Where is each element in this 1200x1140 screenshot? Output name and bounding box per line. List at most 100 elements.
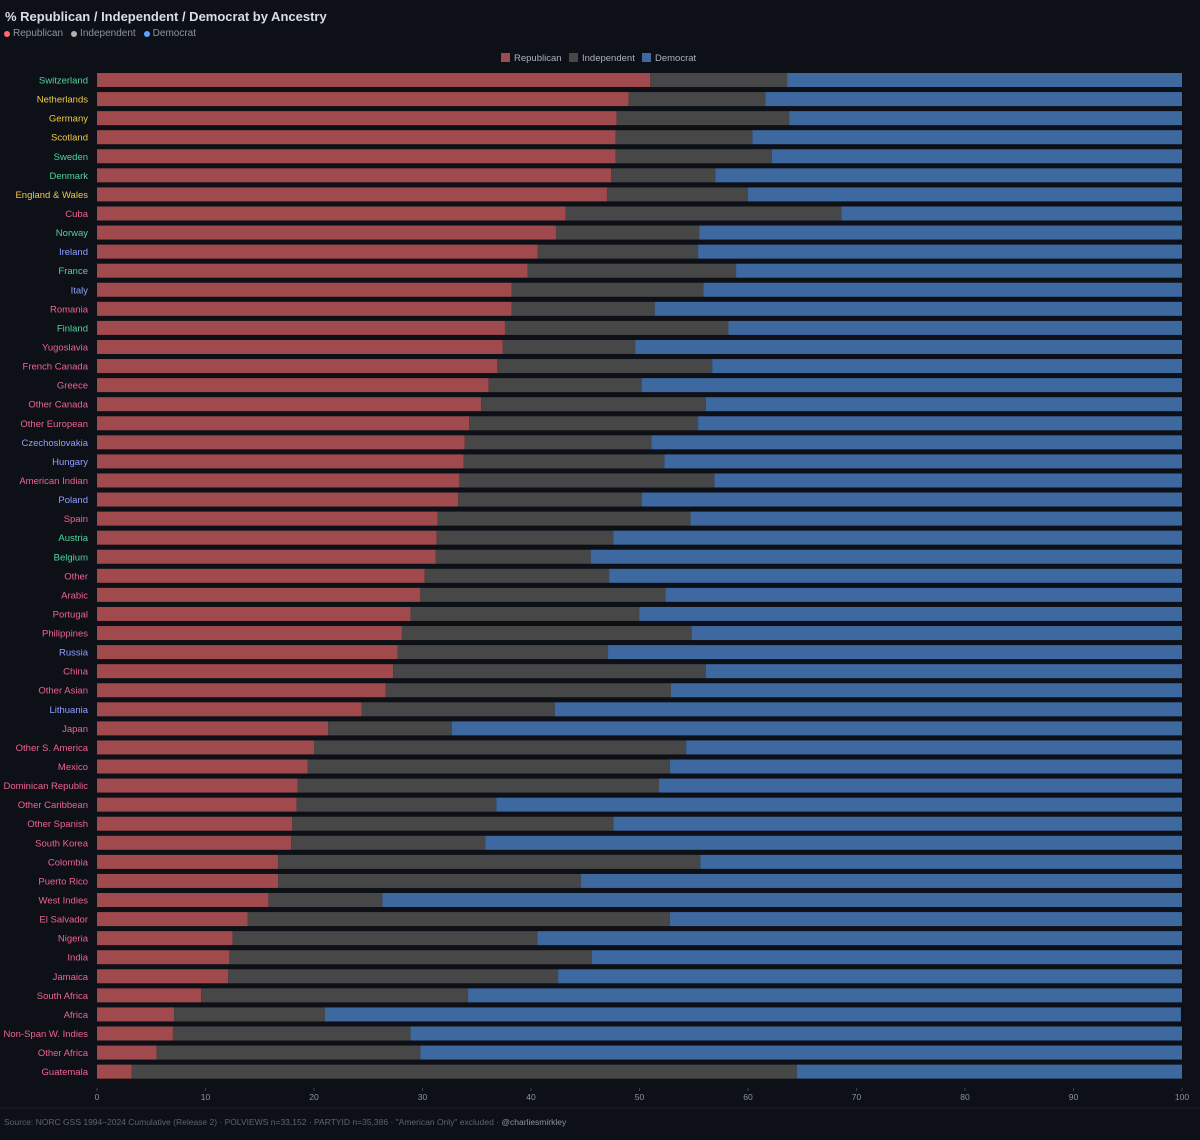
bar-democrat xyxy=(665,587,1182,602)
category-label: Philippines xyxy=(42,629,88,640)
bar-republican xyxy=(97,931,233,946)
bar-republican xyxy=(97,1007,175,1022)
category-label: West Indies xyxy=(39,896,89,907)
bar-democrat xyxy=(420,1045,1183,1060)
category-label: Puerto Rico xyxy=(38,876,88,887)
bar-independent xyxy=(410,606,640,621)
bar-independent xyxy=(297,778,660,793)
category-label: Other European xyxy=(20,419,88,430)
category-label: French Canada xyxy=(23,362,89,373)
bar-democrat xyxy=(639,606,1182,621)
x-tick-label: 40 xyxy=(526,1092,536,1102)
bar-republican xyxy=(97,149,616,164)
bar-republican xyxy=(97,721,329,736)
bar-republican xyxy=(97,740,314,755)
category-label: Guatemala xyxy=(42,1067,89,1078)
bar-independent xyxy=(393,664,706,679)
bar-democrat xyxy=(712,359,1182,374)
bar-independent xyxy=(615,149,772,164)
footer-handle: @charliesmirkley xyxy=(501,1117,567,1127)
bar-republican xyxy=(97,511,438,526)
bar-republican xyxy=(97,282,512,297)
legend-swatch xyxy=(501,53,510,62)
category-label: Other Africa xyxy=(38,1048,89,1059)
legend-label: Republican xyxy=(514,53,562,64)
x-tick-label: 80 xyxy=(960,1092,970,1102)
independent-dot-icon xyxy=(71,30,78,37)
bar-democrat xyxy=(771,149,1182,164)
category-label: Romania xyxy=(50,304,89,315)
bar-republican xyxy=(97,492,459,507)
bar-republican xyxy=(97,1026,173,1041)
bar-republican xyxy=(97,950,230,965)
bar-democrat xyxy=(705,397,1182,412)
bar-democrat xyxy=(796,1064,1182,1079)
bar-democrat xyxy=(580,873,1182,888)
bar-independent xyxy=(156,1045,421,1060)
x-tick-label: 10 xyxy=(201,1092,211,1102)
bar-republican xyxy=(97,626,402,641)
bar-democrat xyxy=(654,301,1182,316)
bar-democrat xyxy=(608,645,1182,660)
bar-democrat xyxy=(659,778,1182,793)
stacked-bar-chart: Republican Independent Democrat Switzerland… xyxy=(0,53,1200,1109)
bar-republican xyxy=(97,778,298,793)
x-tick-label: 70 xyxy=(852,1092,862,1102)
bar-republican xyxy=(97,111,617,126)
bar-republican xyxy=(97,416,470,431)
top-legend-label: Republican xyxy=(13,28,64,39)
bar-independent xyxy=(296,797,497,812)
bar-democrat xyxy=(496,797,1182,812)
bar-republican xyxy=(97,893,269,908)
bar-democrat xyxy=(728,320,1182,335)
bar-democrat xyxy=(669,912,1182,927)
bar-democrat xyxy=(635,339,1182,354)
legend-swatch xyxy=(569,53,578,62)
category-label: Mexico xyxy=(58,762,88,773)
category-label: Scotland xyxy=(51,133,88,144)
category-label: El Salvador xyxy=(39,915,88,926)
bar-republican xyxy=(97,568,425,583)
x-tick-label: 60 xyxy=(743,1092,753,1102)
bar-independent xyxy=(511,282,704,297)
x-tick-label: 30 xyxy=(418,1092,428,1102)
category-label: Yugoslavia xyxy=(42,342,89,353)
bar-democrat xyxy=(664,454,1182,469)
category-label: Belgium xyxy=(54,552,88,563)
bar-independent xyxy=(278,873,581,888)
bar-independent xyxy=(464,435,652,450)
bar-republican xyxy=(97,187,607,202)
category-label: Colombia xyxy=(48,857,89,868)
bar-democrat xyxy=(700,854,1182,869)
bar-independent xyxy=(435,549,591,564)
category-label: Japan xyxy=(62,724,88,735)
footer-text: Source: NORC GSS 1994–2024 Cumulative (R… xyxy=(4,1117,502,1127)
category-label: Other S. America xyxy=(16,743,89,754)
bar-republican xyxy=(97,645,398,660)
x-tick-label: 90 xyxy=(1069,1092,1079,1102)
category-label: Czechoslovakia xyxy=(21,438,88,449)
bar-republican xyxy=(97,244,538,259)
bar-republican xyxy=(97,664,394,679)
bar-democrat xyxy=(641,378,1182,393)
bar-independent xyxy=(131,1064,797,1079)
bar-republican xyxy=(97,988,202,1003)
bar-republican xyxy=(97,435,465,450)
bar-republican xyxy=(97,206,566,221)
bar-independent xyxy=(611,168,716,183)
bar-republican xyxy=(97,301,512,316)
bar-independent xyxy=(469,416,699,431)
legend-label: Independent xyxy=(582,53,635,64)
bar-democrat xyxy=(698,416,1182,431)
category-label: Austria xyxy=(58,533,88,544)
bar-republican xyxy=(97,378,489,393)
top-legend-item-democrat: Democrat xyxy=(143,28,196,39)
bar-independent xyxy=(361,702,555,717)
bar-independent xyxy=(401,626,692,641)
bar-independent xyxy=(291,835,486,850)
category-label: Hungary xyxy=(52,457,88,468)
x-tick-label: 50 xyxy=(635,1092,645,1102)
bar-independent xyxy=(328,721,452,736)
bar-democrat xyxy=(705,664,1182,679)
bar-democrat xyxy=(591,950,1182,965)
